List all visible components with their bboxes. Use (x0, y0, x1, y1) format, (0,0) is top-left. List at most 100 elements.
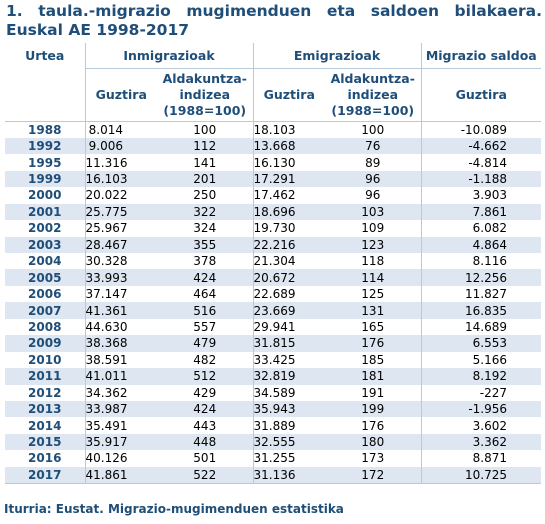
cell-year: 2010 (5, 352, 85, 368)
cell-imm-total: 38.368 (85, 335, 157, 351)
cell-emi-total: 21.304 (253, 253, 325, 269)
cell-imm-index: 482 (157, 352, 253, 368)
cell-imm-total: 16.103 (85, 171, 157, 187)
table-row: 1995 11.316 141 16.130 89 -4.814 (5, 154, 541, 170)
cell-imm-total: 11.316 (85, 154, 157, 170)
cell-balance: 16.835 (421, 302, 541, 318)
table-row: 2011 41.011 512 32.819 181 8.192 (5, 368, 541, 384)
cell-year: 2013 (5, 401, 85, 417)
table-row: 2010 38.591 482 33.425 185 5.166 (5, 352, 541, 368)
cell-imm-index: 250 (157, 187, 253, 203)
cell-emi-index: 96 (325, 171, 421, 187)
cell-year: 1988 (5, 121, 85, 138)
header-imm-index: Aldakuntza- indizea (1988=100) (157, 68, 253, 121)
table-row: 2002 25.967 324 19.730 109 6.082 (5, 220, 541, 236)
cell-imm-index: 201 (157, 171, 253, 187)
table-row: 2014 35.491 443 31.889 176 3.602 (5, 417, 541, 433)
header-year: Urtea (5, 43, 85, 121)
cell-emi-index: 165 (325, 319, 421, 335)
cell-balance: 3.903 (421, 187, 541, 203)
cell-balance: 5.166 (421, 352, 541, 368)
cell-emi-index: 191 (325, 385, 421, 401)
cell-emi-total: 31.136 (253, 467, 325, 484)
cell-imm-total: 30.328 (85, 253, 157, 269)
cell-imm-index: 324 (157, 220, 253, 236)
cell-emi-index: 176 (325, 335, 421, 351)
cell-emi-index: 172 (325, 467, 421, 484)
header-emi-index-l3: (1988=100) (325, 103, 421, 119)
cell-year: 2017 (5, 467, 85, 484)
cell-emi-index: 96 (325, 187, 421, 203)
table-row: 2009 38.368 479 31.815 176 6.553 (5, 335, 541, 351)
cell-emi-index: 103 (325, 204, 421, 220)
cell-emi-index: 114 (325, 269, 421, 285)
cell-imm-total: 28.467 (85, 237, 157, 253)
cell-balance: -1.956 (421, 401, 541, 417)
table-row: 2005 33.993 424 20.672 114 12.256 (5, 269, 541, 285)
cell-emi-total: 13.668 (253, 138, 325, 154)
source-note: Iturria: Eustat. Migrazio-mugimenduen es… (4, 502, 344, 516)
cell-imm-total: 38.591 (85, 352, 157, 368)
cell-emi-index: 131 (325, 302, 421, 318)
cell-emi-index: 125 (325, 286, 421, 302)
cell-imm-index: 516 (157, 302, 253, 318)
cell-balance: 7.861 (421, 204, 541, 220)
table-row: 2003 28.467 355 22.216 123 4.864 (5, 237, 541, 253)
cell-emi-total: 19.730 (253, 220, 325, 236)
cell-emi-total: 17.462 (253, 187, 325, 203)
cell-emi-index: 118 (325, 253, 421, 269)
migration-table: Urtea Inmigrazioak Emigrazioak Migrazio … (5, 43, 541, 484)
cell-balance: -227 (421, 385, 541, 401)
cell-imm-total: 35.491 (85, 417, 157, 433)
cell-balance: 8.871 (421, 450, 541, 466)
cell-imm-index: 424 (157, 269, 253, 285)
cell-imm-index: 355 (157, 237, 253, 253)
cell-balance: -4.662 (421, 138, 541, 154)
cell-emi-total: 18.103 (253, 121, 325, 138)
cell-year: 2002 (5, 220, 85, 236)
cell-imm-index: 141 (157, 154, 253, 170)
cell-imm-index: 557 (157, 319, 253, 335)
cell-imm-index: 443 (157, 417, 253, 433)
cell-balance: 4.864 (421, 237, 541, 253)
table-row: 1992 9.006 112 13.668 76 -4.662 (5, 138, 541, 154)
cell-year: 2005 (5, 269, 85, 285)
cell-year: 1995 (5, 154, 85, 170)
header-immigration: Inmigrazioak (85, 43, 253, 68)
cell-imm-index: 429 (157, 385, 253, 401)
cell-emi-total: 34.589 (253, 385, 325, 401)
cell-year: 2014 (5, 417, 85, 433)
cell-balance: 3.362 (421, 434, 541, 450)
cell-emi-index: 173 (325, 450, 421, 466)
cell-balance: 3.602 (421, 417, 541, 433)
cell-year: 2012 (5, 385, 85, 401)
cell-imm-total: 37.147 (85, 286, 157, 302)
table-row: 2001 25.775 322 18.696 103 7.861 (5, 204, 541, 220)
cell-imm-index: 501 (157, 450, 253, 466)
cell-year: 2016 (5, 450, 85, 466)
cell-imm-total: 35.917 (85, 434, 157, 450)
header-imm-index-l1: Aldakuntza- (157, 71, 253, 87)
header-emigration: Emigrazioak (253, 43, 421, 68)
cell-balance: 10.725 (421, 467, 541, 484)
cell-year: 1992 (5, 138, 85, 154)
cell-year: 2004 (5, 253, 85, 269)
cell-emi-index: 176 (325, 417, 421, 433)
cell-emi-total: 22.216 (253, 237, 325, 253)
cell-balance: 6.553 (421, 335, 541, 351)
cell-emi-index: 181 (325, 368, 421, 384)
cell-imm-total: 34.362 (85, 385, 157, 401)
cell-emi-total: 22.689 (253, 286, 325, 302)
header-emi-total: Guztira (253, 68, 325, 121)
cell-emi-total: 35.943 (253, 401, 325, 417)
cell-emi-total: 31.815 (253, 335, 325, 351)
cell-emi-total: 31.889 (253, 417, 325, 433)
cell-balance: 6.082 (421, 220, 541, 236)
table-row: 2007 41.361 516 23.669 131 16.835 (5, 302, 541, 318)
header-imm-index-l3: (1988=100) (157, 103, 253, 119)
cell-emi-total: 17.291 (253, 171, 325, 187)
cell-year: 2000 (5, 187, 85, 203)
cell-imm-index: 512 (157, 368, 253, 384)
header-emi-index-l2: indizea (325, 87, 421, 103)
table-row: 2017 41.861 522 31.136 172 10.725 (5, 467, 541, 484)
